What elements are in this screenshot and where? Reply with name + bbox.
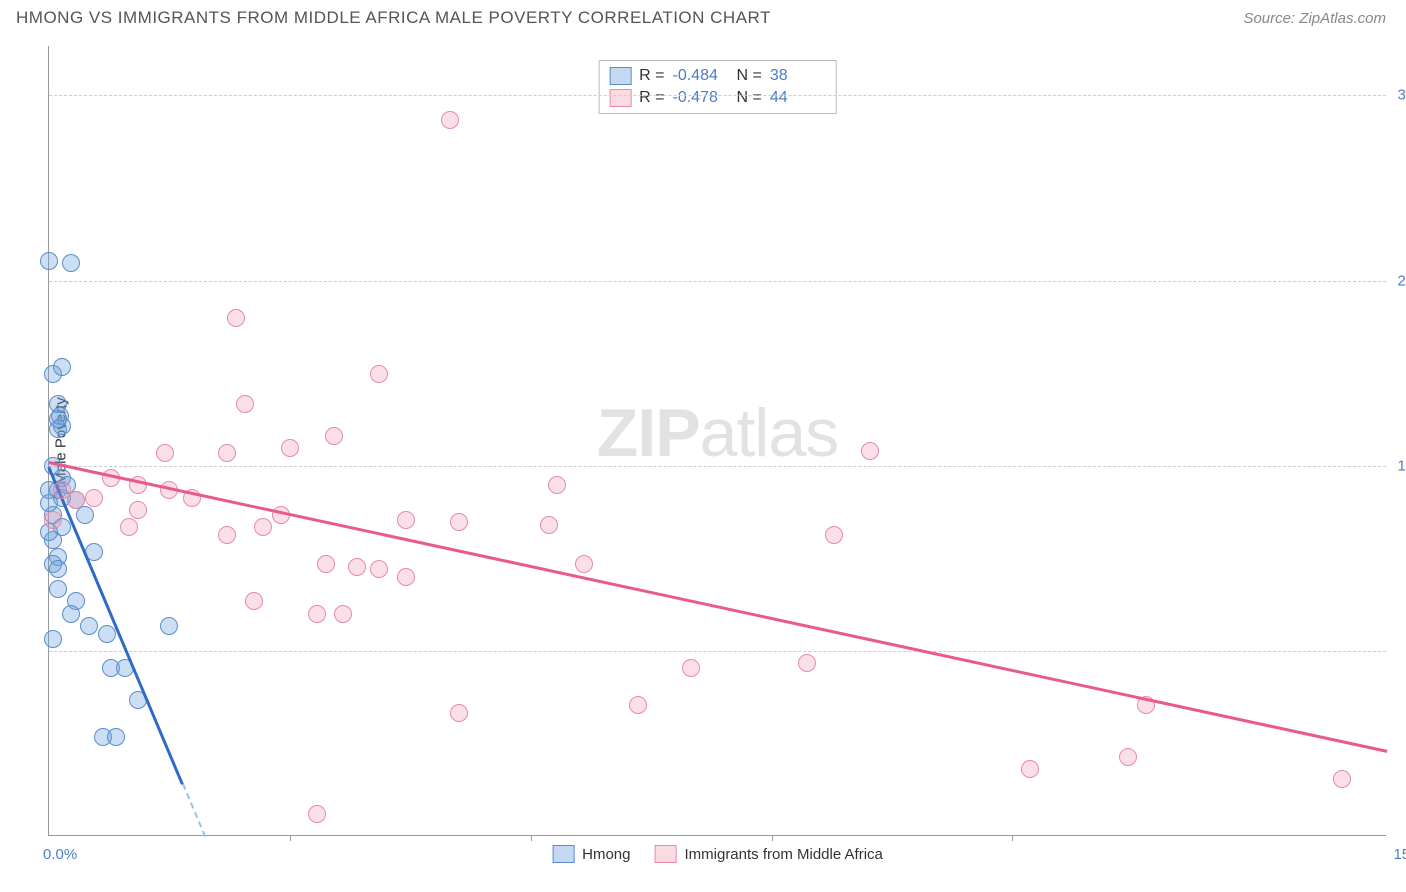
series-legend: Hmong Immigrants from Middle Africa [552,845,883,863]
data-point [227,309,245,327]
data-point [218,526,236,544]
ytick-label: 30.0% [1397,87,1406,104]
data-point [334,605,352,623]
data-point [44,511,62,529]
data-point [348,558,366,576]
data-point [120,518,138,536]
data-point [370,560,388,578]
data-point [85,489,103,507]
data-point [80,617,98,635]
data-point [629,696,647,714]
gridline [49,281,1386,282]
data-point [62,605,80,623]
data-point [397,568,415,586]
data-point [40,252,58,270]
data-point [1021,760,1039,778]
data-point [317,555,335,573]
r-value: -0.478 [673,89,729,107]
swatch-pink-icon [609,89,631,107]
data-point [450,513,468,531]
r-value: -0.484 [673,67,729,85]
gridline [49,651,1386,652]
data-point [1333,770,1351,788]
swatch-blue-icon [609,67,631,85]
xtick [531,835,532,841]
data-point [441,111,459,129]
legend-item-immigrants: Immigrants from Middle Africa [654,845,882,863]
data-point [160,617,178,635]
legend-label: Immigrants from Middle Africa [684,846,882,863]
legend-row-hmong: R = -0.484 N = 38 [609,65,826,87]
gridline [49,466,1386,467]
data-point [254,518,272,536]
data-point [325,427,343,445]
data-point [548,476,566,494]
xtick-label: 15.0% [1393,846,1406,863]
chart-title: HMONG VS IMMIGRANTS FROM MIDDLE AFRICA M… [16,8,771,28]
data-point [218,444,236,462]
n-label: N = [737,89,762,107]
n-value: 44 [770,89,826,107]
data-point [49,580,67,598]
data-point [67,491,85,509]
data-point [308,605,326,623]
n-value: 38 [770,67,826,85]
source-label: Source: ZipAtlas.com [1243,10,1386,27]
ytick-label: 22.5% [1397,272,1406,289]
legend-item-hmong: Hmong [552,845,630,863]
data-point [107,728,125,746]
data-point [44,630,62,648]
swatch-pink-icon [654,845,676,863]
r-label: R = [639,89,664,107]
data-point [156,444,174,462]
legend-label: Hmong [582,846,630,863]
data-point [575,555,593,573]
data-point [450,704,468,722]
data-point [245,592,263,610]
chart-container: Male Poverty ZIPatlas R = -0.484 N = 38 … [0,32,1406,882]
xtick [772,835,773,841]
n-label: N = [737,67,762,85]
data-point [1119,748,1137,766]
data-point [49,410,67,428]
data-point [308,805,326,823]
data-point [53,358,71,376]
watermark: ZIPatlas [597,394,838,472]
data-point [49,560,67,578]
data-point [825,526,843,544]
data-point [798,654,816,672]
data-point [98,625,116,643]
data-point [62,254,80,272]
gridline [49,95,1386,96]
ytick-label: 15.0% [1397,457,1406,474]
data-point [861,442,879,460]
plot-area: Male Poverty ZIPatlas R = -0.484 N = 38 … [48,46,1386,836]
data-point [397,511,415,529]
data-point [370,365,388,383]
xtick [290,835,291,841]
data-point [540,516,558,534]
data-point [281,439,299,457]
correlation-legend: R = -0.484 N = 38 R = -0.478 N = 44 [598,60,837,114]
data-point [682,659,700,677]
xtick-label: 0.0% [43,846,77,863]
swatch-blue-icon [552,845,574,863]
r-label: R = [639,67,664,85]
data-point [236,395,254,413]
legend-row-immigrants: R = -0.478 N = 44 [609,87,826,109]
data-point [129,501,147,519]
xtick [1012,835,1013,841]
trendline [182,784,206,838]
